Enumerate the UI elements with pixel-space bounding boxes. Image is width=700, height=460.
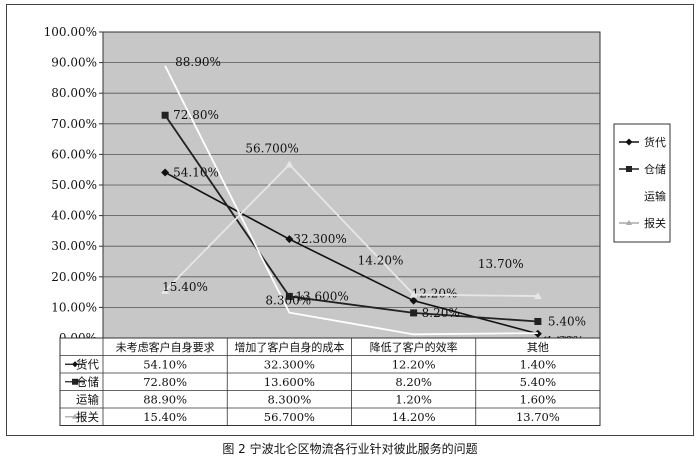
table-cell: 1.60% xyxy=(520,392,557,406)
series-line-2 xyxy=(164,114,538,323)
row-series-name: 货代 xyxy=(76,357,99,371)
data-point xyxy=(161,111,169,119)
legend-key-marker xyxy=(626,220,632,225)
data-label: 8.20% xyxy=(422,306,460,320)
table-cell: 14.20% xyxy=(392,410,436,424)
legend-label: 报关 xyxy=(644,216,666,230)
data-label: 13.600% xyxy=(295,289,348,303)
category-label: 其他 xyxy=(527,341,549,354)
table-cell: 32.300% xyxy=(264,357,315,371)
series-line-3 xyxy=(164,65,538,336)
table-cell: 54.10% xyxy=(143,357,187,371)
data-label: 72.80% xyxy=(173,108,219,122)
data-label: 13.70% xyxy=(478,257,524,271)
data-label: 15.40% xyxy=(162,280,208,294)
data-point xyxy=(534,317,542,325)
table-cell: 56.700% xyxy=(264,410,315,424)
data-point xyxy=(285,235,294,244)
legend-key-marker xyxy=(625,138,633,146)
category-label: 降低了客户的效率 xyxy=(370,340,458,354)
legend-label: 货代 xyxy=(644,135,666,149)
figure-caption: 图 2 宁波北仑区物流各行业针对彼此服务的问题 xyxy=(222,442,478,456)
y-tick-label: 100.00% xyxy=(44,25,97,39)
legend-label: 运输 xyxy=(644,189,666,203)
y-tick-label: 90.00% xyxy=(51,56,97,70)
legend-label: 仓储 xyxy=(644,162,666,176)
data-point xyxy=(161,168,170,177)
data-point xyxy=(409,296,418,305)
data-label: 54.10% xyxy=(173,165,219,179)
y-tick-label: 10.00% xyxy=(51,300,97,314)
table-cell: 88.90% xyxy=(143,392,187,406)
y-tick-label: 70.00% xyxy=(51,117,97,131)
data-label: 14.20% xyxy=(358,254,404,268)
table-cell: 15.40% xyxy=(143,410,187,424)
category-label: 未考虑客户自身要求 xyxy=(116,340,215,354)
legend-key-marker xyxy=(626,166,632,172)
table-cell: 5.40% xyxy=(520,375,557,389)
y-tick-label: 60.00% xyxy=(51,147,97,161)
row-series-name: 运输 xyxy=(76,392,99,406)
data-point xyxy=(410,309,418,317)
row-series-name: 报关 xyxy=(76,410,99,424)
y-tick-label: 20.00% xyxy=(51,270,97,284)
y-tick-label: 40.00% xyxy=(51,209,97,223)
table-cell: 13.70% xyxy=(516,410,560,424)
data-label: 56.700% xyxy=(245,141,298,155)
table-cell: 12.20% xyxy=(392,357,436,371)
y-tick-label: 50.00% xyxy=(51,178,97,192)
row-key-marker xyxy=(72,361,78,368)
line-chart: 0.00%10.00%20.00%30.00%40.00%50.00%60.00… xyxy=(44,25,671,426)
row-series-name: 仓储 xyxy=(76,375,99,389)
y-tick-label: 30.00% xyxy=(51,239,97,253)
data-point xyxy=(409,290,418,298)
data-table xyxy=(59,337,601,426)
series-line-4 xyxy=(164,163,538,297)
data-point xyxy=(285,160,294,168)
data-point xyxy=(285,292,293,300)
data-label: 88.90% xyxy=(175,55,221,69)
data-point xyxy=(533,292,542,300)
table-cell: 72.80% xyxy=(143,375,187,389)
category-label: 增加了客户自身的成本 xyxy=(234,340,344,354)
row-key-marker xyxy=(72,413,78,419)
row-key-marker xyxy=(72,378,78,385)
data-label: 8.300% xyxy=(265,294,311,308)
data-label: 5.40% xyxy=(548,314,586,328)
table-cell: 8.300% xyxy=(267,392,311,406)
y-tick-label: 80.00% xyxy=(51,86,97,100)
table-cell: 1.40% xyxy=(520,357,557,371)
data-label: 32.300% xyxy=(293,232,346,246)
data-point xyxy=(161,286,170,294)
table-cell: 13.600% xyxy=(264,375,315,389)
table-cell: 8.20% xyxy=(395,375,432,389)
table-cell: 1.20% xyxy=(395,392,432,406)
data-label: 12.20% xyxy=(412,287,458,301)
